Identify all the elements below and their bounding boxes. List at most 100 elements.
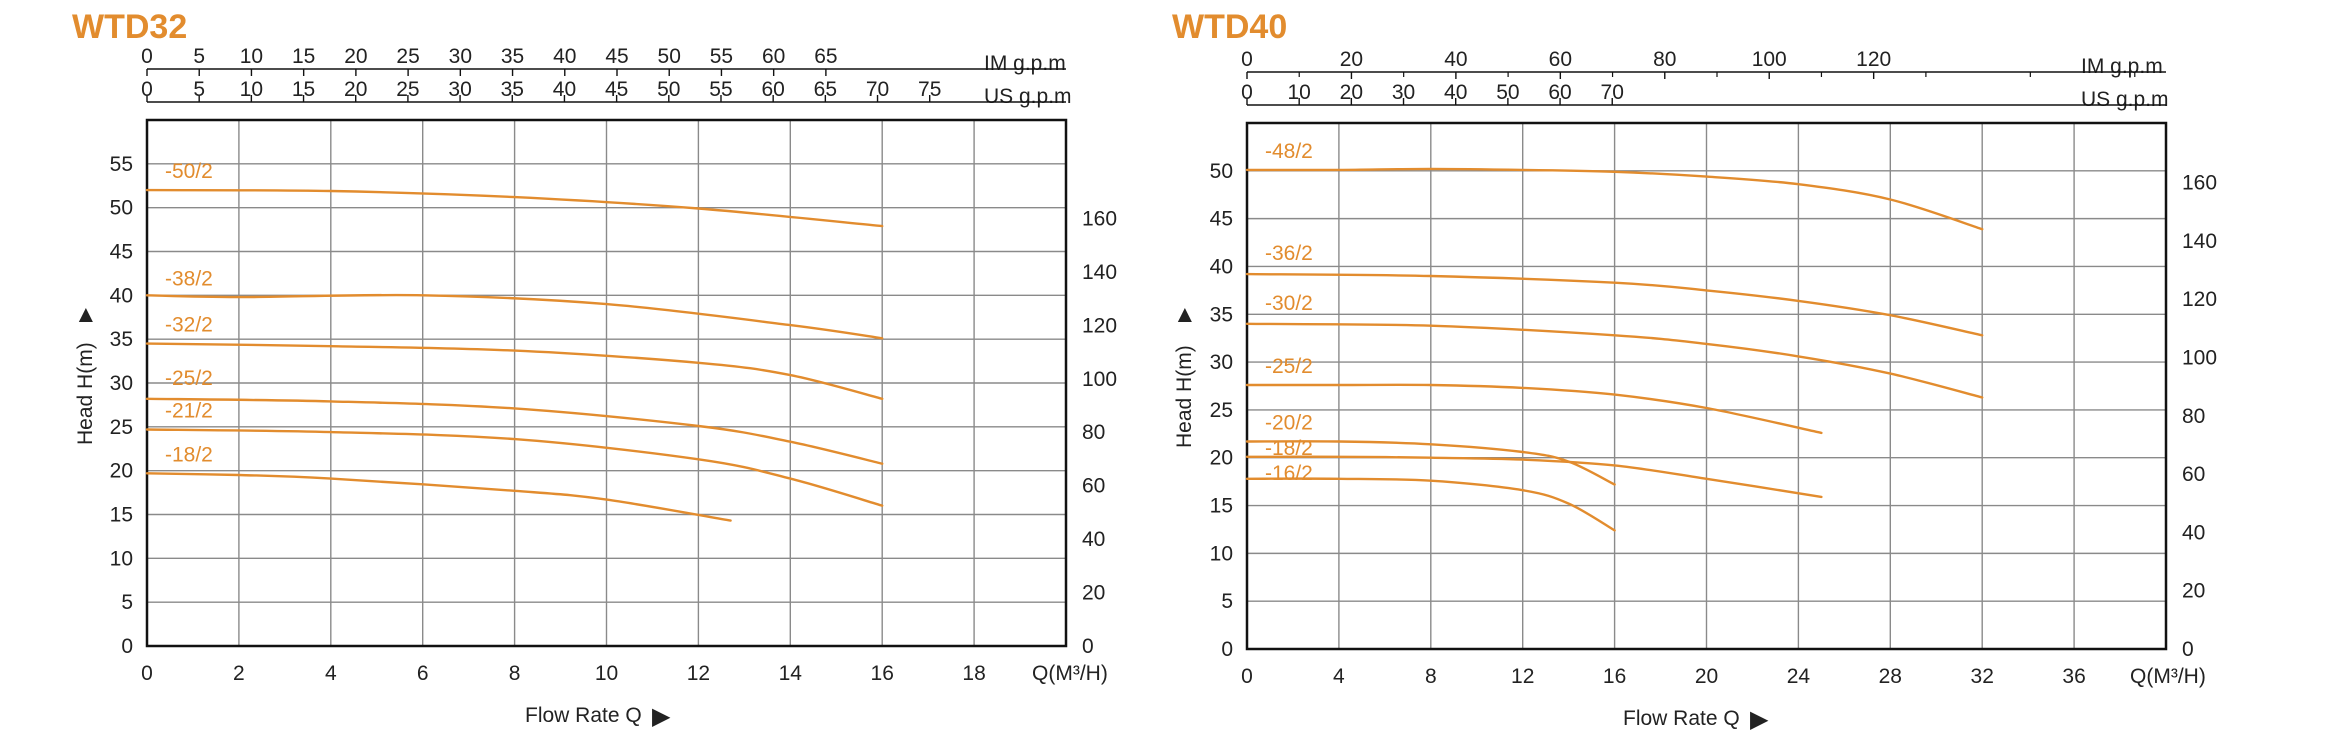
im-tick-label: 55	[710, 45, 733, 68]
us-tick-label: 10	[1287, 81, 1310, 104]
series-curve	[1245, 383, 1823, 435]
chart-wtd40: WTD40 IM g.p.m US g.p.m Q(M³/H) Flow Rat…	[1172, 8, 2217, 733]
us-tick-label: 60	[761, 78, 784, 101]
y-tick-label: 25	[110, 416, 133, 439]
y-tick-label: 25	[1210, 399, 1233, 422]
y-axis-title: Head H(m)	[74, 342, 97, 445]
im-tick-label: 35	[501, 45, 524, 68]
x-tick-label: 8	[1425, 665, 1437, 688]
right-tick-label: 60	[2182, 463, 2205, 486]
x-tick-label: 12	[1511, 665, 1534, 688]
y-tick-label: 45	[110, 241, 133, 264]
right-tick-label: 20	[2182, 580, 2205, 603]
y-tick-label: 0	[121, 635, 133, 658]
x-tick-label: 18	[962, 662, 985, 685]
x-tick-label: 12	[687, 662, 710, 685]
y-tick-label: 20	[1210, 447, 1233, 470]
series-curve	[1245, 322, 1984, 399]
series-curve	[145, 428, 884, 507]
play-arrow-icon: ▶	[652, 703, 671, 730]
im-tick-label: 120	[1856, 48, 1891, 71]
us-tick-label: 0	[141, 78, 153, 101]
y-tick-label: 30	[1210, 351, 1233, 374]
right-tick-label: 40	[1082, 528, 1105, 551]
y-tick-label: 20	[110, 460, 133, 483]
us-tick-label: 5	[193, 78, 205, 101]
x-unit-label: Q(M³/H)	[2130, 665, 2206, 688]
x-tick-label: 4	[325, 662, 337, 685]
us-tick-label: 65	[814, 78, 837, 101]
x-tick-label: 16	[871, 662, 894, 685]
series-label: -48/2	[1265, 140, 1313, 163]
curves	[145, 188, 884, 522]
right-tick-label: 140	[1082, 261, 1117, 284]
y-tick-label: 0	[1221, 638, 1233, 661]
series-curve	[145, 342, 884, 400]
im-tick-label: 5	[193, 45, 205, 68]
x-tick-label: 4	[1333, 665, 1345, 688]
chart-title: WTD32	[72, 8, 187, 46]
us-tick-label: 35	[501, 78, 524, 101]
right-tick-label: 160	[1082, 207, 1117, 230]
series-label: -36/2	[1265, 242, 1313, 265]
right-tick-label: 100	[1082, 368, 1117, 391]
im-tick-label: 0	[1241, 48, 1253, 71]
im-tick-label: 60	[762, 45, 785, 68]
im-tick-label: 15	[292, 45, 315, 68]
us-tick-label: 70	[1601, 81, 1624, 104]
us-tick-label: 45	[605, 78, 628, 101]
us-tick-label: 60	[1548, 81, 1571, 104]
series-labels: -50/2 -38/2 -32/2 -25/2 -21/2 -18/2	[165, 160, 213, 466]
series-curve	[145, 472, 732, 522]
us-tick-label: 50	[1496, 81, 1519, 104]
x-tick-label: 32	[1971, 665, 1994, 688]
right-tick-label: 120	[2182, 288, 2217, 311]
right-tick-label: 160	[2182, 172, 2217, 195]
x-tick-label: 0	[1241, 665, 1253, 688]
im-tick-label: 20	[1340, 48, 1363, 71]
x-axis-title: Flow Rate Q	[525, 704, 642, 727]
y-tick-label: 45	[1210, 208, 1233, 231]
right-tick-label: 120	[1082, 314, 1117, 337]
y-tick-label: 30	[110, 372, 133, 395]
im-axis-label: IM g.p.m	[2081, 55, 2163, 78]
right-tick-label: 60	[1082, 475, 1105, 498]
us-tick-label: 30	[1392, 81, 1415, 104]
series-label: -16/2	[1265, 462, 1313, 485]
up-arrow-icon: ▲	[1173, 301, 1197, 328]
series-curve	[1245, 477, 1616, 532]
x-tick-label: 28	[1879, 665, 1902, 688]
x-tick-label: 36	[2062, 665, 2085, 688]
series-labels: -48/2 -36/2 -30/2 -25/2 -20/2 -18/2-16/2	[1265, 140, 1313, 485]
right-tick-label: 0	[2182, 638, 2194, 661]
plot-frame	[145, 118, 1068, 648]
x-tick-label: 2	[233, 662, 245, 685]
im-tick-label: 20	[344, 45, 367, 68]
im-tick-label: 65	[814, 45, 837, 68]
right-tick-label: 80	[1082, 421, 1105, 444]
x-tick-label: 20	[1695, 665, 1718, 688]
im-tick-label: 60	[1549, 48, 1572, 71]
up-arrow-icon: ▲	[74, 301, 98, 328]
us-tick-label: 15	[292, 78, 315, 101]
im-tick-label: 30	[449, 45, 472, 68]
us-tick-label: 25	[396, 78, 419, 101]
us-tick-label: 30	[448, 78, 471, 101]
im-tick-label: 25	[396, 45, 419, 68]
y-tick-label: 10	[1210, 542, 1233, 565]
y-tick-label: 15	[110, 504, 133, 527]
y-tick-label: 35	[1210, 303, 1233, 326]
series-label: -21/2	[165, 399, 213, 422]
x-tick-label: 14	[779, 662, 803, 685]
series-label: -32/2	[165, 314, 213, 337]
im-tick-label: 80	[1653, 48, 1676, 71]
y-tick-label: 5	[1221, 590, 1233, 613]
y-axis-title: Head H(m)	[1173, 345, 1196, 448]
series-curve	[1245, 272, 1984, 337]
us-tick-label: 20	[1340, 81, 1363, 104]
right-tick-label: 40	[2182, 521, 2205, 544]
us-tick-label: 40	[1444, 81, 1467, 104]
series-label: -30/2	[1265, 292, 1313, 315]
right-tick-label: 140	[2182, 230, 2217, 253]
y-tick-label: 5	[121, 591, 133, 614]
